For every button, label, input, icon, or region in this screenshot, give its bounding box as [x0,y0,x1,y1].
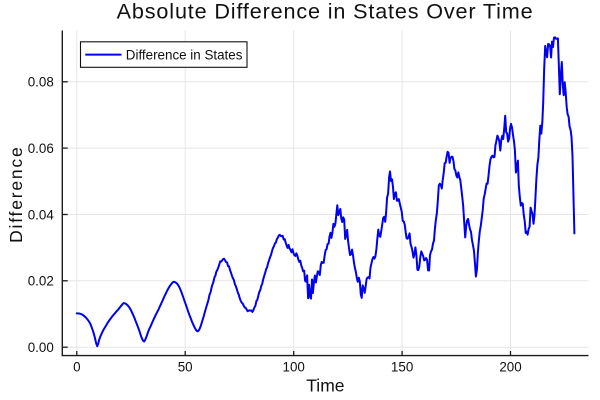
svg-text:Difference in States: Difference in States [126,47,243,62]
svg-text:0.06: 0.06 [28,141,54,156]
svg-text:150: 150 [391,359,413,374]
svg-text:0.08: 0.08 [28,75,54,90]
svg-text:100: 100 [283,359,305,374]
svg-text:Time: Time [306,376,344,396]
svg-text:0.04: 0.04 [28,207,55,222]
svg-text:Difference: Difference [6,145,26,242]
svg-text:0.00: 0.00 [28,340,54,355]
svg-text:0.02: 0.02 [28,274,54,289]
svg-text:200: 200 [499,359,521,374]
svg-text:Absolute Difference in States: Absolute Difference in States Over Time [117,0,534,24]
svg-text:50: 50 [178,359,193,374]
svg-text:0: 0 [73,359,80,374]
